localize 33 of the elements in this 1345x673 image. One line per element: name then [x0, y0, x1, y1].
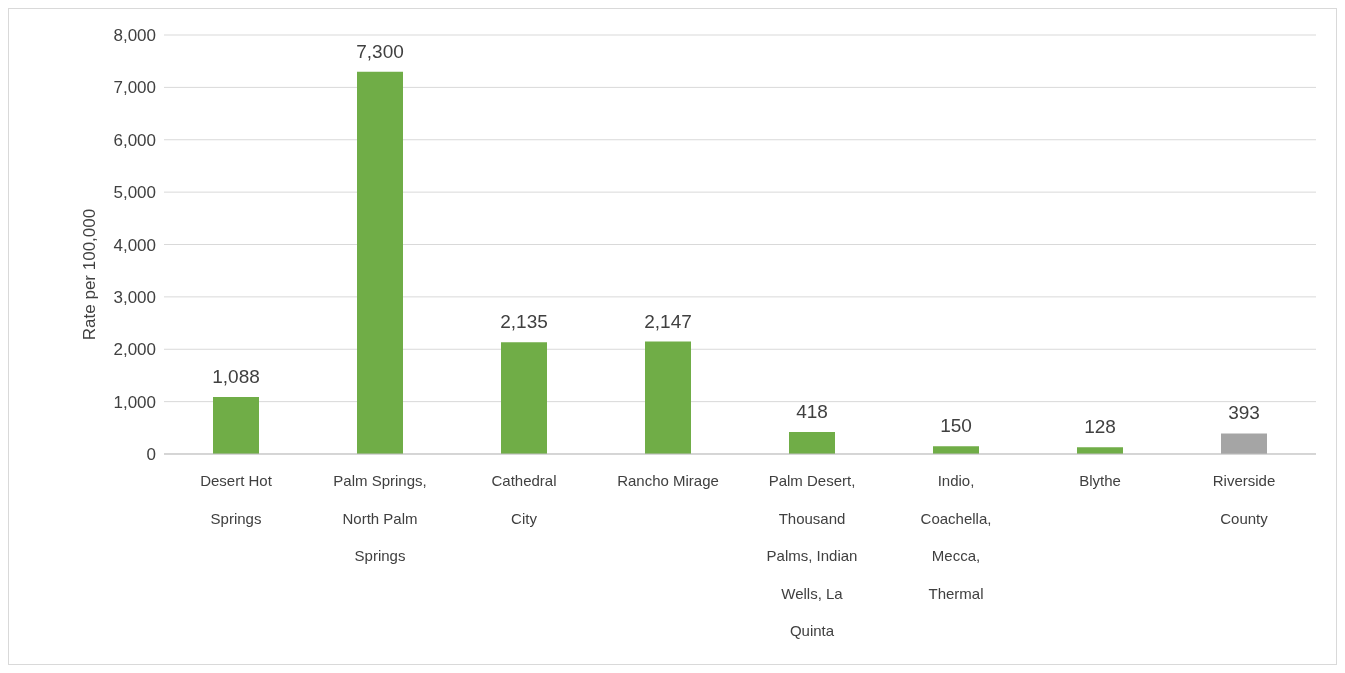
y-tick-label: 1,000	[113, 392, 156, 412]
data-label: 7,300	[356, 40, 404, 62]
bar	[357, 71, 403, 454]
y-tick-label: 7,000	[113, 78, 156, 98]
bar	[789, 432, 835, 454]
data-label: 128	[1084, 416, 1116, 438]
data-label: 1,088	[212, 366, 260, 388]
category-label: Cathedral City	[491, 472, 557, 527]
y-tick-label: 4,000	[113, 235, 156, 255]
category-label: Palm Springs, North Palm Springs	[333, 472, 427, 564]
bar	[213, 397, 259, 454]
category-label: Desert Hot Springs	[200, 472, 272, 527]
y-tick-label: 0	[146, 445, 156, 465]
x-tick-label: Blythe	[1079, 472, 1121, 489]
data-label: 2,147	[644, 310, 692, 332]
category-label: Indio, Coachella, Mecca, Thermal	[920, 472, 992, 602]
y-axis-title: Rate per 100,000	[80, 208, 100, 341]
data-label: 2,135	[500, 311, 548, 333]
data-label: 393	[1228, 402, 1260, 424]
y-tick-label: 5,000	[113, 183, 156, 203]
x-tick-label: Rancho Mirage	[617, 472, 719, 489]
data-label: 418	[796, 401, 828, 423]
bar	[1221, 433, 1267, 454]
y-tick-label: 8,000	[113, 26, 156, 46]
data-label: 150	[940, 415, 972, 437]
y-tick-label: 2,000	[113, 340, 156, 360]
bar	[1077, 447, 1123, 454]
y-tick-label: 6,000	[113, 130, 156, 150]
category-label: Palm Desert, Thousand Palms, Indian Wells, La Quinta	[766, 472, 858, 639]
y-tick-label: 3,000	[113, 287, 156, 307]
category-label: Riverside County	[1212, 472, 1276, 527]
bar	[501, 342, 547, 454]
bar	[645, 341, 691, 454]
